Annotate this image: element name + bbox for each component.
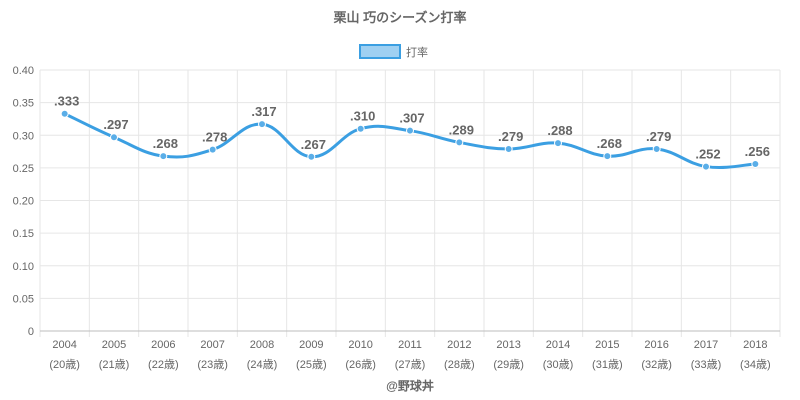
data-label: .310 bbox=[350, 109, 375, 124]
data-label: .317 bbox=[251, 104, 276, 119]
x-tick-sublabel: (32歳) bbox=[641, 358, 672, 371]
x-tick-label: 2008 bbox=[250, 339, 274, 351]
x-tick-sublabel: (28歳) bbox=[444, 358, 475, 371]
y-tick-label: 0.10 bbox=[13, 261, 34, 273]
x-tick-sublabel: (29歳) bbox=[493, 358, 524, 371]
data-label: .268 bbox=[153, 136, 178, 151]
data-label: .268 bbox=[597, 136, 622, 151]
data-point[interactable] bbox=[308, 153, 315, 160]
legend-label: 打率 bbox=[406, 45, 428, 59]
data-label: .307 bbox=[399, 111, 424, 126]
data-label: .333 bbox=[54, 94, 79, 109]
x-tick-label: 2013 bbox=[496, 339, 520, 351]
x-tick-label: 2005 bbox=[102, 339, 126, 351]
y-tick-label: 0.40 bbox=[13, 65, 34, 77]
x-tick-label: 2006 bbox=[151, 339, 175, 351]
data-point[interactable] bbox=[555, 140, 562, 147]
data-point[interactable] bbox=[357, 125, 364, 132]
data-label: .278 bbox=[202, 130, 227, 145]
x-tick-label: 2004 bbox=[52, 339, 76, 351]
data-point[interactable] bbox=[259, 121, 266, 128]
legend-swatch bbox=[360, 45, 400, 58]
data-point[interactable] bbox=[160, 153, 167, 160]
x-tick-label: 2017 bbox=[694, 339, 718, 351]
x-tick-label: 2010 bbox=[348, 339, 372, 351]
data-point[interactable] bbox=[111, 134, 118, 141]
data-point[interactable] bbox=[703, 163, 710, 170]
x-tick-sublabel: (21歳) bbox=[99, 358, 130, 371]
x-tick-sublabel: (20歳) bbox=[49, 358, 80, 371]
y-tick-label: 0.20 bbox=[13, 196, 34, 208]
x-tick-sublabel: (25歳) bbox=[296, 358, 327, 371]
data-label: .279 bbox=[646, 129, 671, 144]
x-tick-label: 2007 bbox=[200, 339, 224, 351]
y-tick-label: 0.15 bbox=[13, 228, 34, 240]
data-point[interactable] bbox=[407, 127, 414, 134]
data-point[interactable] bbox=[209, 146, 216, 153]
x-tick-label: 2018 bbox=[743, 339, 767, 351]
x-tick-label: 2015 bbox=[595, 339, 619, 351]
x-tick-sublabel: (23歳) bbox=[197, 358, 228, 371]
data-point[interactable] bbox=[61, 110, 68, 117]
data-point[interactable] bbox=[456, 139, 463, 146]
x-tick-label: 2016 bbox=[644, 339, 668, 351]
data-point[interactable] bbox=[505, 145, 512, 152]
chart-title: 栗山 巧のシーズン打率 bbox=[334, 10, 467, 25]
data-point[interactable] bbox=[604, 153, 611, 160]
x-tick-label: 2009 bbox=[299, 339, 323, 351]
y-tick-label: 0.25 bbox=[13, 163, 34, 175]
y-tick-label: 0.35 bbox=[13, 98, 34, 110]
legend[interactable]: 打率 bbox=[360, 45, 428, 59]
data-label: .279 bbox=[498, 129, 523, 144]
y-tick-label: 0.30 bbox=[13, 130, 34, 142]
data-label: .267 bbox=[301, 137, 326, 152]
y-tick-label: 0 bbox=[28, 326, 34, 338]
data-label: .297 bbox=[103, 117, 128, 132]
data-label: .252 bbox=[695, 147, 720, 162]
y-tick-label: 0.05 bbox=[13, 293, 34, 305]
data-point[interactable] bbox=[653, 145, 660, 152]
x-tick-sublabel: (27歳) bbox=[395, 358, 426, 371]
x-tick-label: 2014 bbox=[546, 339, 570, 351]
x-tick-sublabel: (22歳) bbox=[148, 358, 179, 371]
x-tick-sublabel: (31歳) bbox=[592, 358, 623, 371]
x-tick-sublabel: (24歳) bbox=[247, 358, 278, 371]
x-tick-label: 2011 bbox=[398, 339, 422, 351]
data-point[interactable] bbox=[752, 160, 759, 167]
x-tick-sublabel: (34歳) bbox=[740, 358, 771, 371]
y-axis-ticks: 0 0.05 0.10 0.15 0.20 0.25 0.30 0.35 0.40 bbox=[13, 65, 34, 338]
data-label: .288 bbox=[547, 123, 572, 138]
x-tick-sublabel: (26歳) bbox=[345, 358, 376, 371]
x-tick-sublabel: (33歳) bbox=[691, 358, 722, 371]
data-label: .256 bbox=[745, 144, 770, 159]
data-label: .289 bbox=[449, 122, 474, 137]
credit-text: @野球丼 bbox=[386, 378, 434, 393]
x-tick-label: 2012 bbox=[447, 339, 471, 351]
x-axis-ticks: 2004 (20歳) 2005 (21歳) 2006 (22歳) 2007 (23歳) 2008… bbox=[49, 339, 770, 371]
x-tick-sublabel: (30歳) bbox=[543, 358, 574, 371]
